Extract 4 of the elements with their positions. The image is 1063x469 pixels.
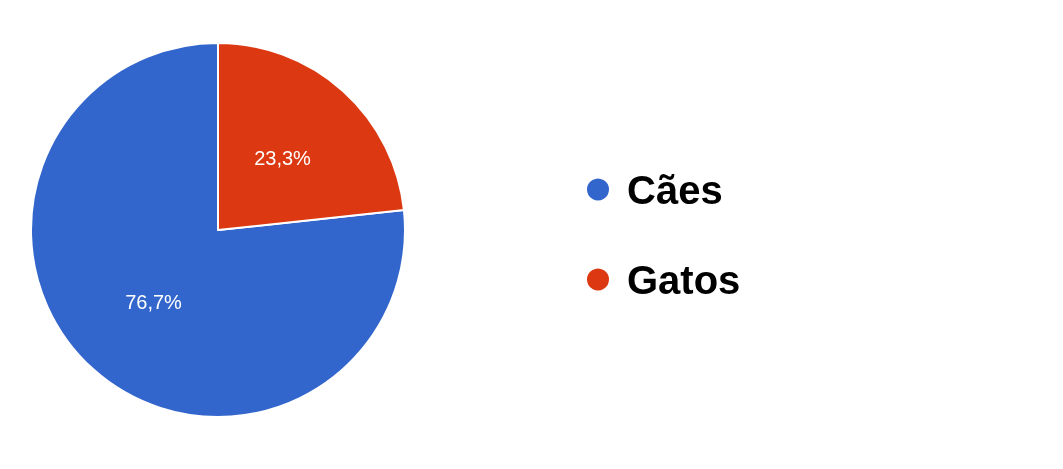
- legend-label: Gatos: [627, 257, 741, 302]
- data-label: 76,7%: [125, 290, 183, 313]
- data-label: 23,3%: [254, 147, 312, 170]
- legend-label: Cães: [627, 167, 723, 212]
